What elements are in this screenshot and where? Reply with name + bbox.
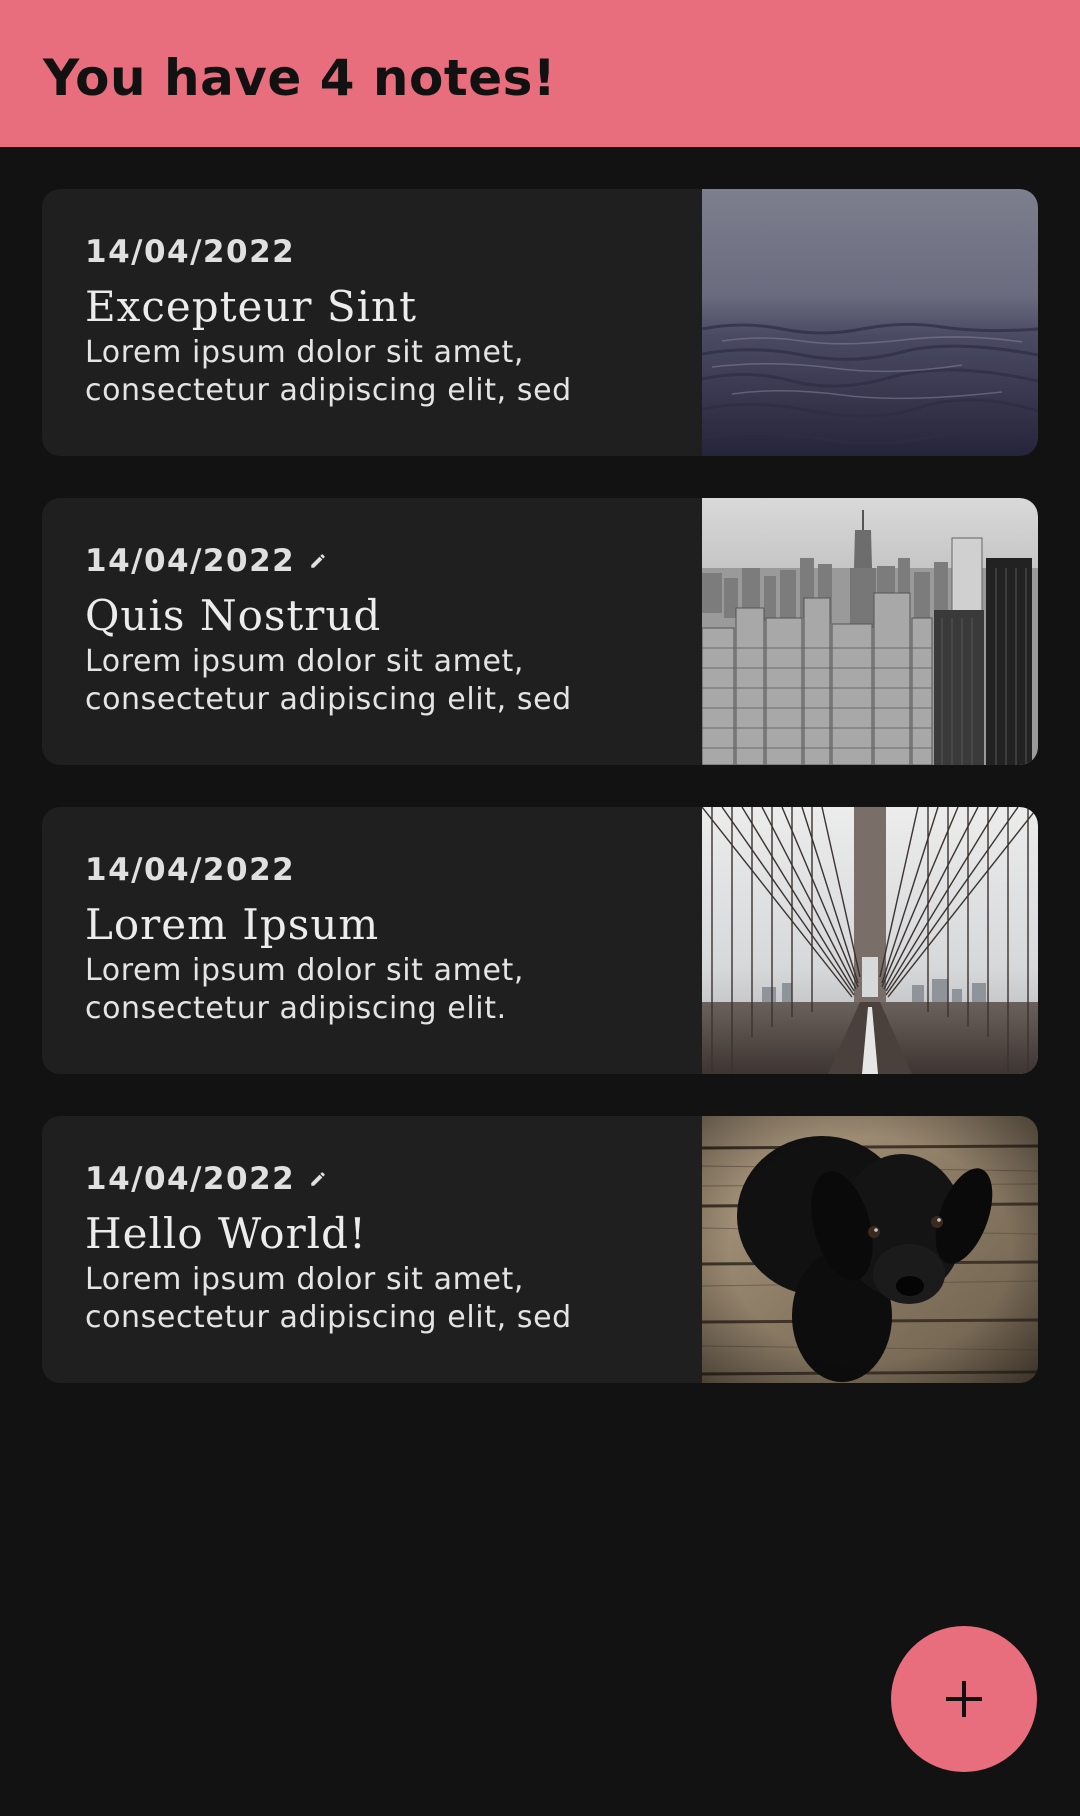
app-bar: You have 4 notes! (0, 0, 1080, 147)
note-image-black-puppy (702, 1116, 1038, 1383)
note-body: Lorem ipsum dolor sit amet, consectetur … (85, 1262, 572, 1335)
edited-pencil-icon (311, 554, 325, 568)
note-image-foggy-sea (702, 189, 1038, 456)
note-date-row: 14/04/2022 (85, 850, 695, 890)
note-image-city-skyline (702, 498, 1038, 765)
notes-list: 14/04/2022 Excepteur Sint Lorem ipsum do… (42, 189, 1038, 1425)
note-title: Lorem Ipsum (85, 900, 380, 949)
note-text: 14/04/2022 Quis Nostrud Lorem ipsum dolo… (85, 541, 695, 719)
plus-icon (946, 1681, 982, 1717)
note-date: 14/04/2022 (85, 543, 296, 579)
add-note-button[interactable] (891, 1626, 1037, 1772)
note-card[interactable]: 14/04/2022 Hello World! Lorem ipsum dolo… (42, 1116, 1038, 1383)
note-card[interactable]: 14/04/2022 Quis Nostrud Lorem ipsum dolo… (42, 498, 1038, 765)
note-text: 14/04/2022 Excepteur Sint Lorem ipsum do… (85, 232, 695, 410)
note-card[interactable]: 14/04/2022 Lorem Ipsum Lorem ipsum dolor… (42, 807, 1038, 1074)
note-card[interactable]: 14/04/2022 Excepteur Sint Lorem ipsum do… (42, 189, 1038, 456)
note-title: Excepteur Sint (85, 282, 417, 331)
note-date-row: 14/04/2022 (85, 541, 695, 581)
note-date-row: 14/04/2022 (85, 1159, 695, 1199)
note-date: 14/04/2022 (85, 234, 296, 270)
note-date: 14/04/2022 (85, 1161, 296, 1197)
note-body: Lorem ipsum dolor sit amet, consectetur … (85, 644, 572, 717)
note-text: 14/04/2022 Lorem Ipsum Lorem ipsum dolor… (85, 850, 695, 1028)
note-title: Quis Nostrud (85, 591, 382, 640)
note-body: Lorem ipsum dolor sit amet, consectetur … (85, 335, 572, 408)
page-title: You have 4 notes! (43, 49, 557, 107)
note-title: Hello World! (85, 1209, 367, 1258)
note-date: 14/04/2022 (85, 852, 296, 888)
note-date-row: 14/04/2022 (85, 232, 695, 272)
note-body: Lorem ipsum dolor sit amet, consectetur … (85, 953, 524, 1026)
note-image-suspension-bridge (702, 807, 1038, 1074)
edited-pencil-icon (311, 1172, 325, 1186)
note-text: 14/04/2022 Hello World! Lorem ipsum dolo… (85, 1159, 695, 1337)
